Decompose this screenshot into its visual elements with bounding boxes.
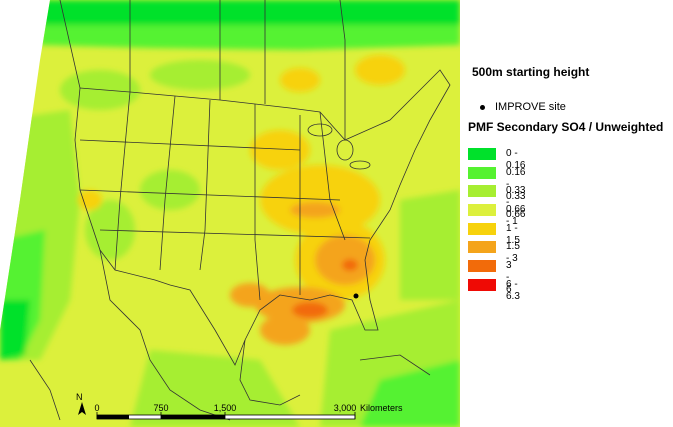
legend-panel: 500m starting height IMPROVE site PMF Se… — [460, 0, 673, 427]
legend-class-label: 6 - 6.3 — [506, 278, 520, 302]
concentration-raster — [0, 0, 460, 427]
legend-swatch — [468, 148, 496, 160]
legend-heading: PMF Secondary SO4 / Unweighted — [468, 120, 664, 134]
legend-class-label: 1 - 1.5 — [506, 222, 520, 246]
scale-tick-3000: 3,000 — [334, 403, 357, 413]
scale-tick-750: 750 — [153, 403, 168, 413]
legend-class-label: 0 - 0.16 — [506, 148, 526, 171]
scale-bar: 0 750 1,500 3,000 Kilometers — [94, 403, 403, 420]
legend-class-label: 1.5 - 3 — [506, 241, 520, 265]
legend-class-label: 0.16 - 0.33 — [506, 166, 526, 202]
scale-unit: Kilometers — [360, 403, 403, 413]
map-title: 500m starting height — [472, 65, 590, 79]
scale-tick-1500: 1,500 — [214, 403, 237, 413]
legend-swatch — [468, 222, 496, 235]
legend-swatch — [468, 185, 496, 198]
north-arrow-label: N — [76, 392, 83, 402]
legend-swatch — [468, 241, 496, 254]
boundary-lines — [29, 0, 451, 421]
legend-swatch — [468, 204, 496, 217]
legend-swatch — [468, 260, 496, 273]
site-legend-label: IMPROVE site — [495, 101, 566, 113]
legend-class-label: 3 - 6 — [506, 260, 512, 296]
legend-swatch — [468, 278, 496, 291]
improve-site-marker — [353, 293, 359, 299]
dot-icon — [480, 104, 485, 110]
north-arrow-icon — [78, 402, 86, 415]
legend-swatch — [468, 166, 496, 179]
site-legend-entry: IMPROVE site — [480, 101, 566, 113]
legend-class-label: 0.33 - 0.66 — [506, 185, 526, 221]
legend-class-label: 0.66 - 1 — [506, 204, 526, 228]
scale-tick-0: 0 — [94, 403, 99, 413]
concentration-map: N 0 750 1,500 3,000 Kilometers — [0, 0, 460, 427]
